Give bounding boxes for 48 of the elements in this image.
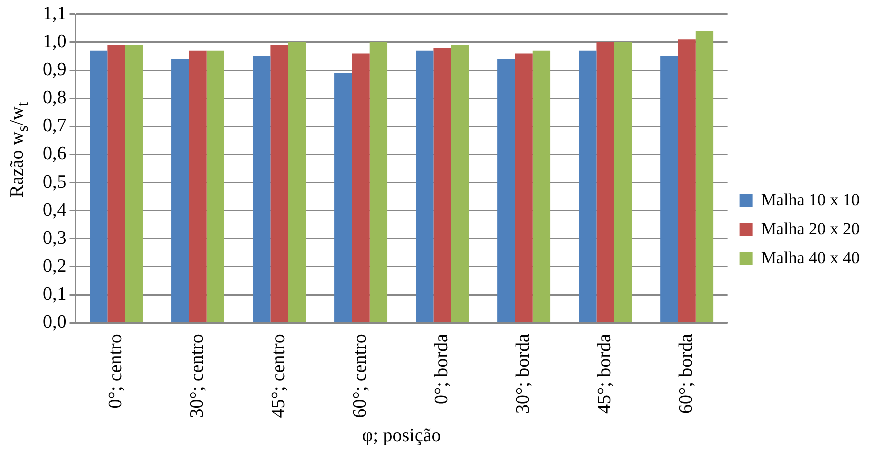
x-tick-label: 30°; centro <box>187 334 208 418</box>
legend-label: Malha 40 x 40 <box>761 248 860 268</box>
x-tick-label: 60°; borda <box>676 334 698 414</box>
y-tick-label: 0,3 <box>43 228 67 249</box>
x-tick-label: 45°; centro <box>268 334 290 418</box>
bar <box>90 50 108 322</box>
x-tick-label: 45°; borda <box>594 334 616 414</box>
x-tick-label: 0°; centro <box>105 334 126 409</box>
y-tick-label: 0,2 <box>43 256 67 277</box>
bar <box>434 48 452 322</box>
bar <box>532 50 551 322</box>
bar <box>334 73 352 322</box>
y-tick-label: 0,9 <box>43 60 67 81</box>
bar <box>596 42 614 322</box>
bar <box>125 45 143 322</box>
legend-label: Malha 20 x 20 <box>761 219 860 238</box>
x-tick-label: 30°; borda <box>513 334 534 414</box>
y-tick-label: 0,6 <box>43 144 67 165</box>
x-tick-label: 60°; centro <box>350 334 372 418</box>
y-tick-label: 0,7 <box>43 116 67 137</box>
bar <box>579 50 597 322</box>
bar <box>515 54 533 322</box>
y-tick-label: 0,8 <box>43 88 67 109</box>
y-tick-label: 0,1 <box>43 284 67 306</box>
bar <box>416 50 434 322</box>
bar <box>206 50 225 322</box>
x-axis-title: φ; posição <box>362 426 442 447</box>
y-tick-label: 0,0 <box>43 312 67 334</box>
y-tick-label: 1,1 <box>43 3 67 24</box>
y-tick-label: 1,0 <box>43 31 67 52</box>
x-tick-label: 0°; borda <box>432 334 453 404</box>
bar <box>370 42 388 322</box>
bar <box>253 56 271 322</box>
legend-label: Malha 10 x 10 <box>761 190 860 210</box>
y-tick-label: 0,4 <box>43 200 68 221</box>
bar <box>614 42 632 322</box>
bar <box>696 31 714 322</box>
bar <box>498 59 516 322</box>
bar <box>108 45 126 322</box>
y-tick-label: 0,5 <box>43 172 67 193</box>
bar <box>189 50 207 322</box>
bar <box>288 42 306 322</box>
bar <box>172 59 190 322</box>
bar <box>660 56 678 322</box>
bar <box>270 45 288 322</box>
bar <box>451 45 470 322</box>
bar <box>678 40 696 322</box>
bar <box>352 54 370 322</box>
